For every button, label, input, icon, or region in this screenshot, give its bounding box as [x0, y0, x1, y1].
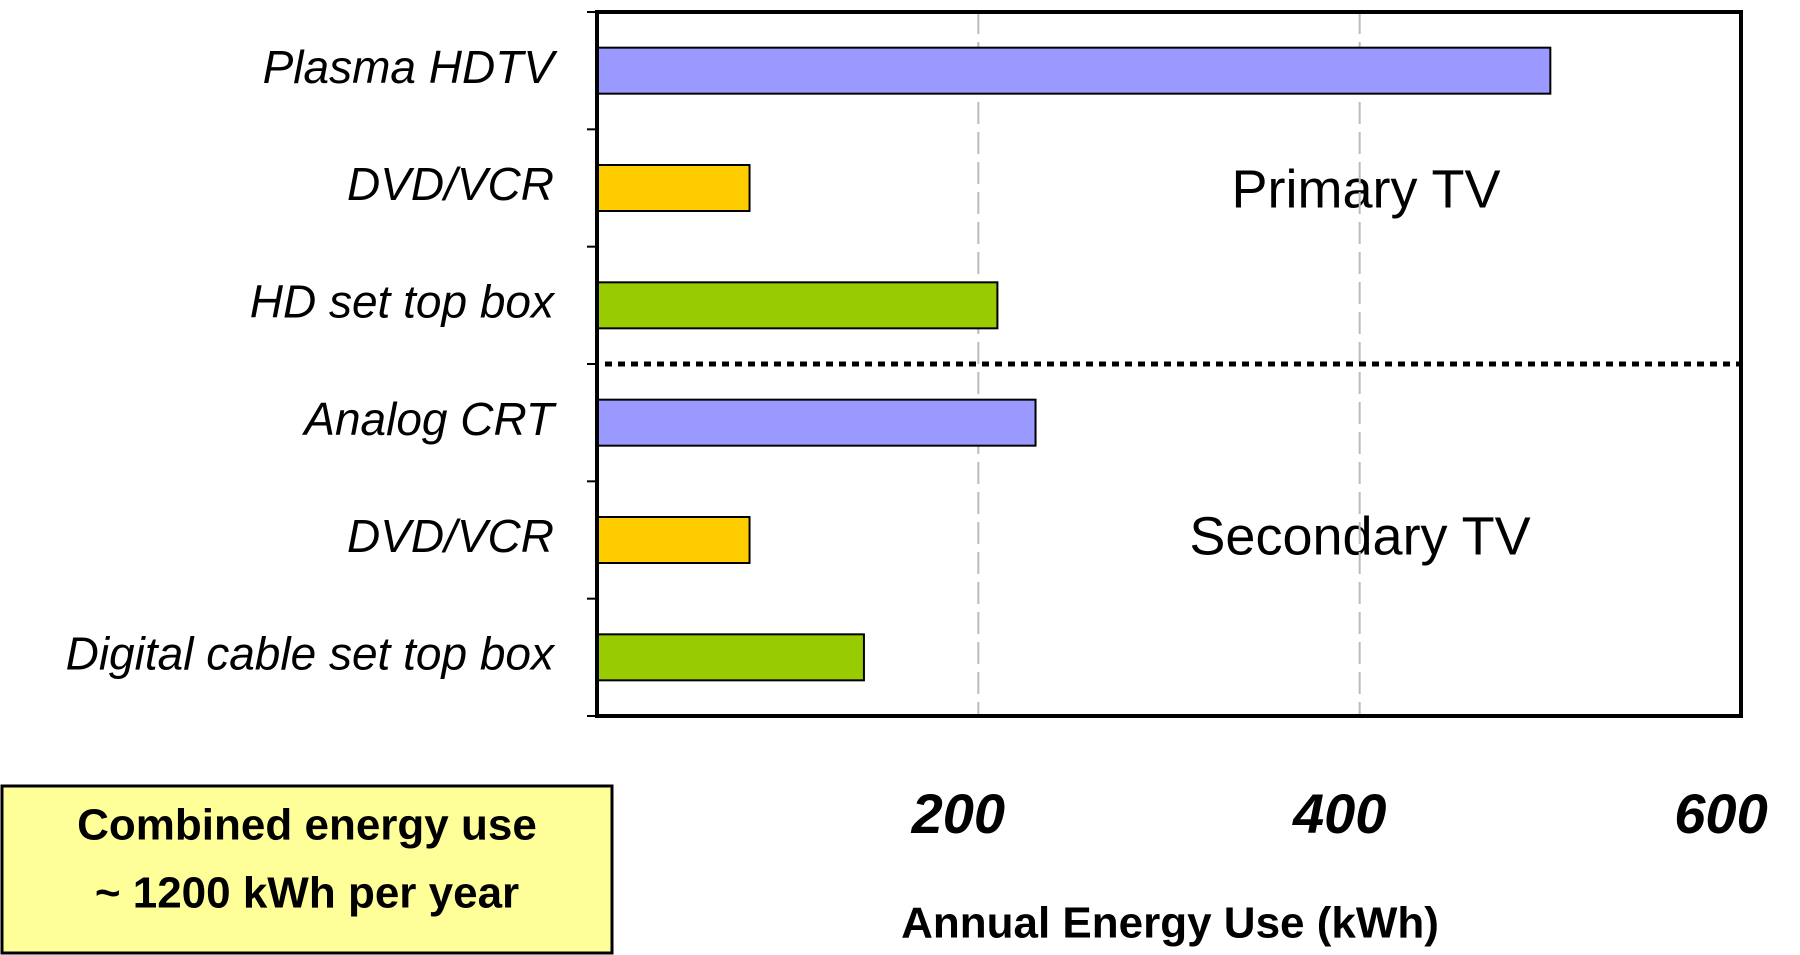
note-line: Combined energy use — [77, 801, 537, 850]
y-tick-label: Digital cable set top box — [66, 627, 556, 679]
x-axis-title: Annual Energy Use (kWh) — [901, 899, 1439, 948]
bar — [596, 281, 999, 330]
note-line: ~ 1200 kWh per year — [95, 869, 519, 918]
bar — [596, 164, 751, 212]
bar — [596, 398, 1037, 447]
y-tick-label: Analog CRT — [301, 393, 557, 445]
bar — [596, 46, 1552, 95]
y-tick-label: Plasma HDTV — [263, 41, 559, 93]
plot-frame — [595, 10, 1743, 718]
y-tick-label: HD set top box — [250, 275, 556, 327]
x-tick-label: 400 — [1292, 782, 1386, 845]
note-box — [0, 784, 614, 955]
x-tick-label: 600 — [1674, 782, 1767, 845]
bar — [596, 516, 751, 564]
y-tick-label: DVD/VCR — [347, 158, 554, 210]
bar — [596, 633, 865, 682]
y-tick-label: DVD/VCR — [347, 510, 554, 562]
x-tick-label: 200 — [911, 782, 1005, 845]
annotation: Primary TV — [1231, 159, 1500, 219]
